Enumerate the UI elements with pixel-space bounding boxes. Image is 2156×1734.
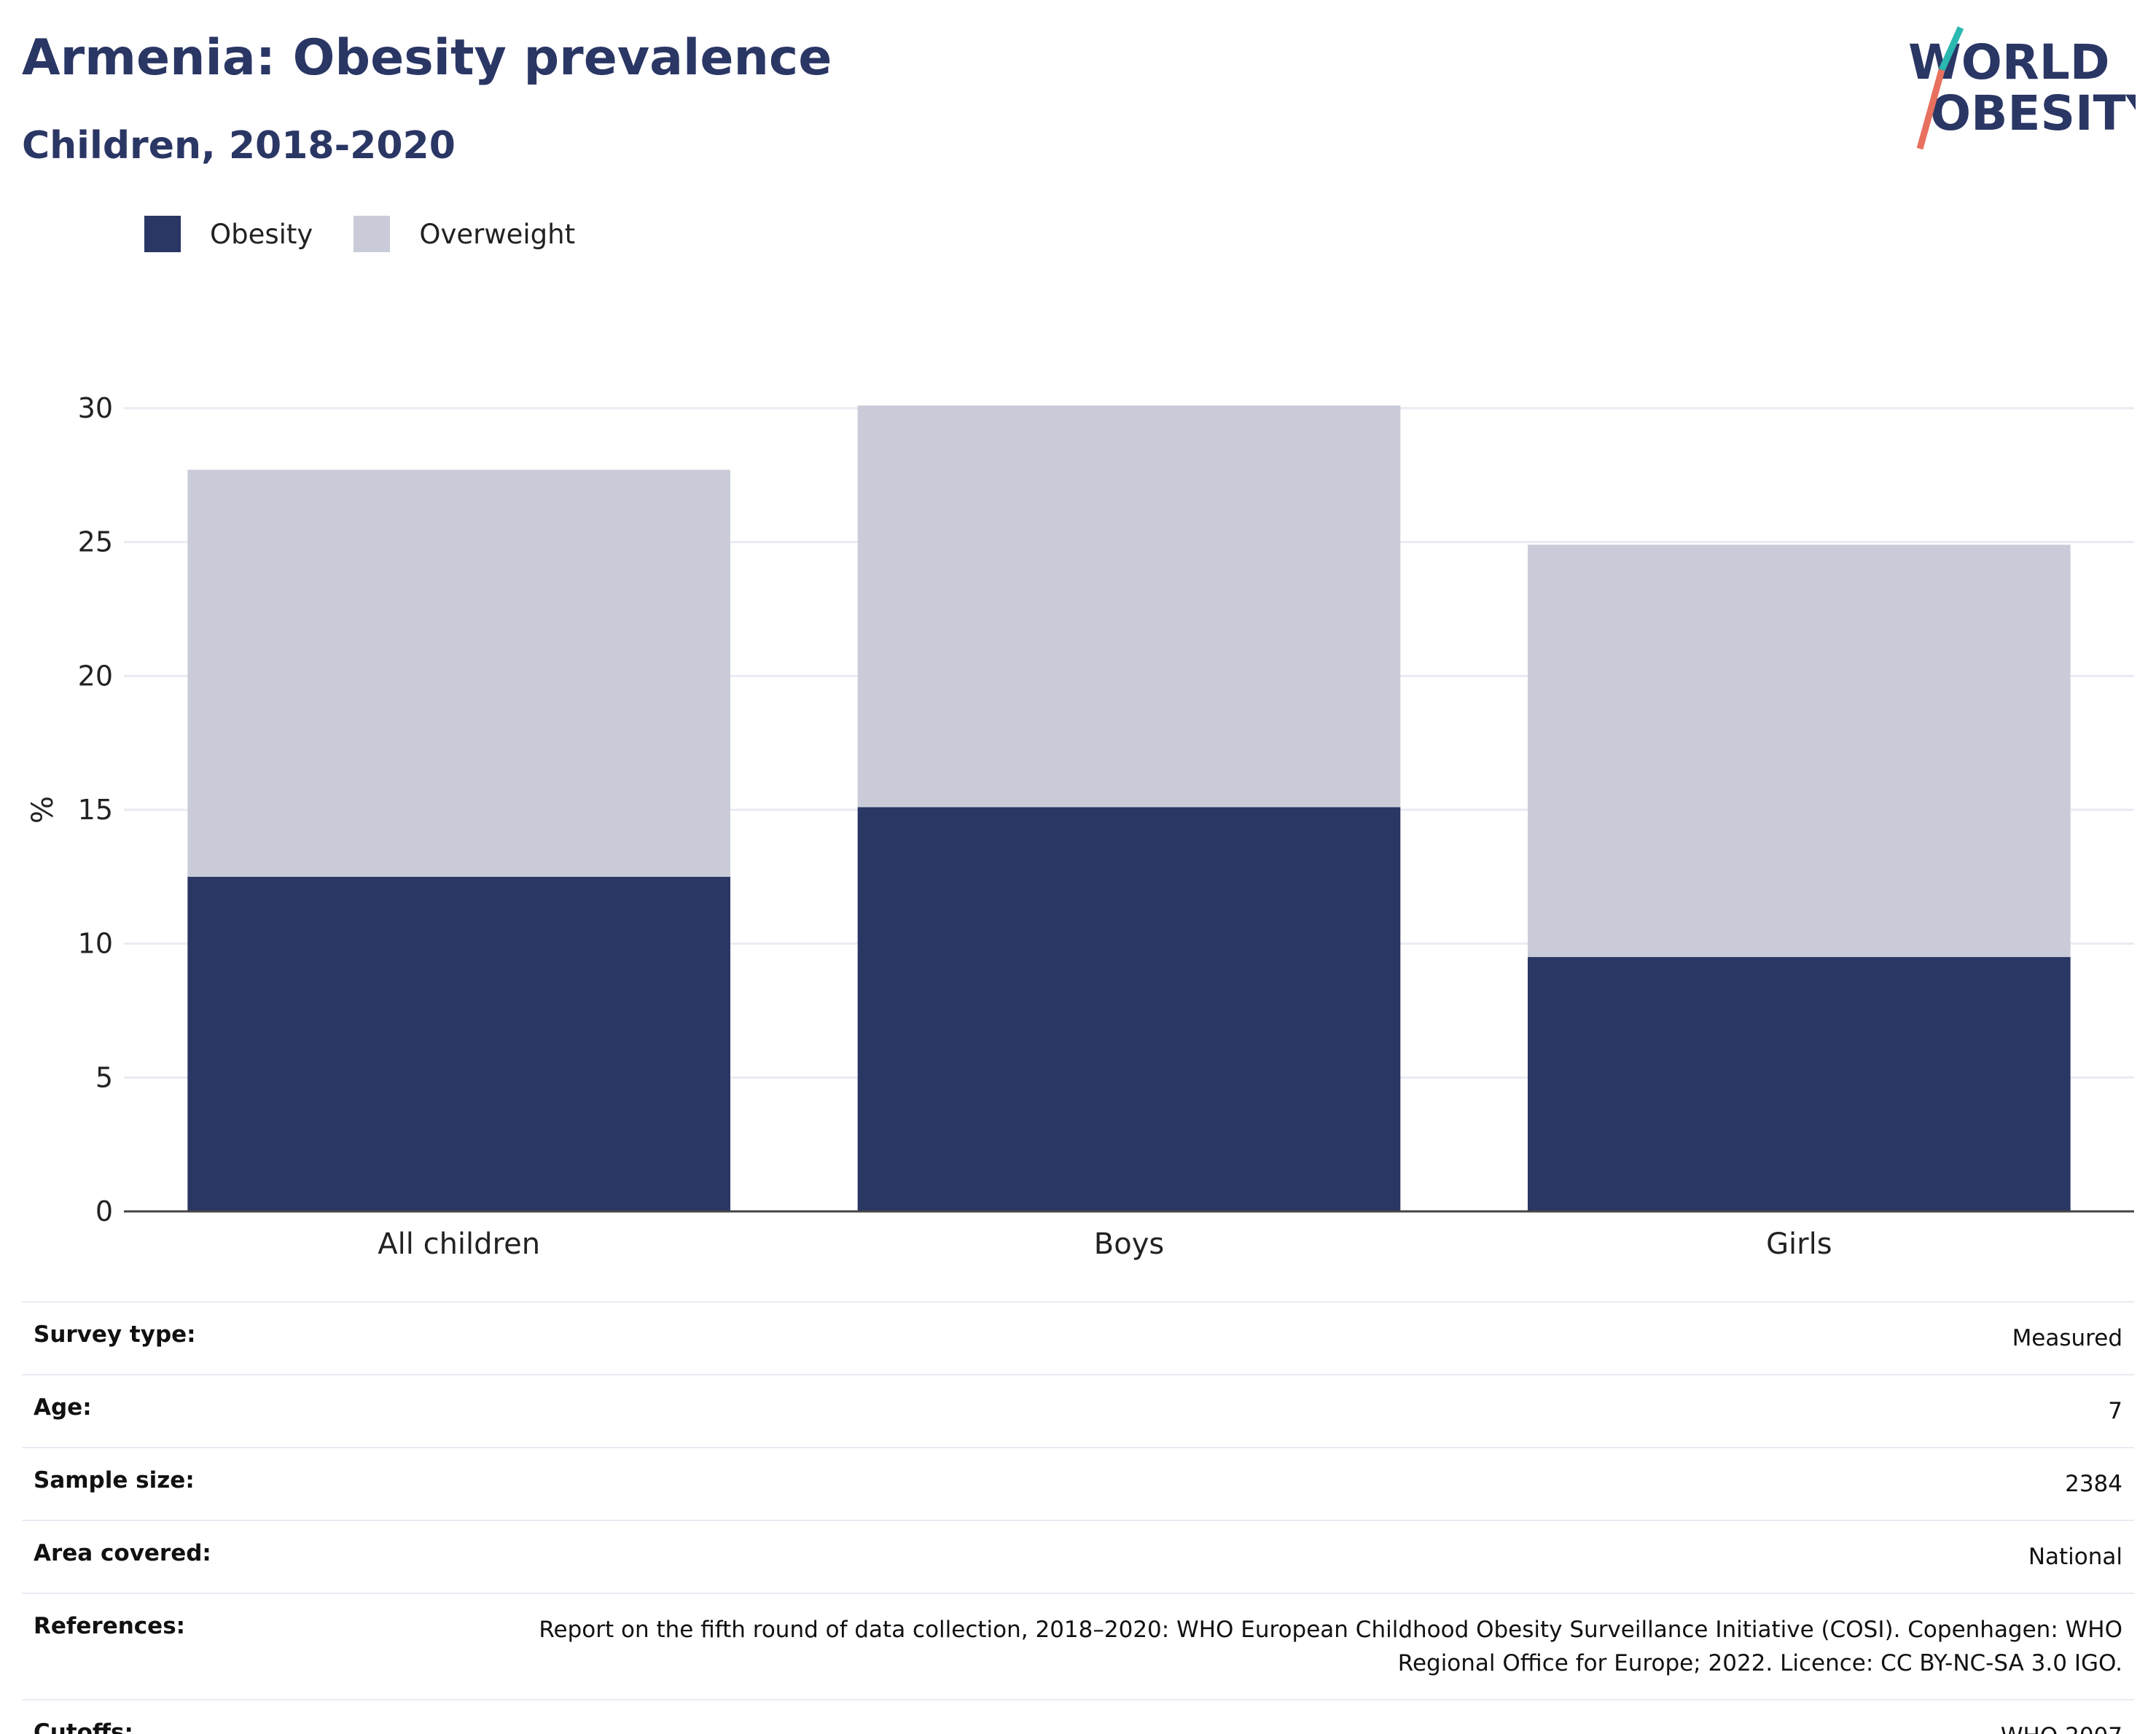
- y-tick-label: 25: [78, 526, 113, 558]
- info-value: Report on the fifth round of data collec…: [539, 1617, 2122, 1676]
- legend-swatch-obesity: [144, 216, 181, 252]
- info-value: Measured: [2012, 1325, 2122, 1351]
- x-tick-label: All children: [378, 1227, 540, 1261]
- x-tick-label: Girls: [1766, 1227, 1832, 1261]
- info-label: Survey type:: [34, 1321, 196, 1348]
- info-label: Area covered:: [34, 1540, 211, 1566]
- legend-label-overweight: Overweight: [419, 218, 576, 250]
- logo-line-2: OBESITY: [1930, 85, 2136, 141]
- y-tick-label: 30: [78, 392, 113, 424]
- x-tick-label: Boys: [1094, 1227, 1164, 1261]
- info-label: Age:: [34, 1394, 92, 1421]
- bar-obesity-girls: [1528, 957, 2071, 1211]
- y-axis-label: %: [26, 796, 60, 824]
- legend-swatch-overweight: [354, 216, 391, 252]
- info-label: References:: [34, 1613, 186, 1639]
- info-label: Sample size:: [34, 1467, 195, 1493]
- info-row-sample-size: Sample size: 2384: [22, 1447, 2134, 1520]
- bar-overweight-girls: [1528, 544, 2071, 958]
- y-tick-label: 5: [95, 1061, 113, 1093]
- bar-overweight-boys: [857, 405, 1401, 808]
- info-row-age: Age: 7: [22, 1374, 2134, 1447]
- survey-info-table: Survey type: Measured Age: 7 Sample size…: [22, 1301, 2134, 1734]
- stacked-bar-chart: 0 5 10 15 20 25 30% All children Boys Girls: [26, 392, 2134, 1261]
- y-tick-label: 15: [78, 794, 113, 826]
- bar-obesity-boys: [857, 807, 1401, 1211]
- info-value: 2384: [2065, 1471, 2122, 1497]
- info-value: National: [2028, 1544, 2122, 1570]
- chart-subtitle: Children, 2018-2020: [22, 124, 456, 168]
- chart-title: Armenia: Obesity prevalence: [22, 29, 832, 87]
- y-tick-label: 0: [95, 1195, 113, 1227]
- y-tick-label: 10: [78, 928, 113, 960]
- info-value: 7: [2108, 1398, 2122, 1424]
- legend-label-obesity: Obesity: [210, 218, 313, 250]
- info-value: WHO 2007: [2001, 1719, 2122, 1734]
- info-row-cutoffs: Cutoffs: WHO 2007: [22, 1699, 2134, 1734]
- info-label: Cutoffs:: [34, 1719, 133, 1734]
- bar-obesity-all-children: [187, 876, 730, 1211]
- info-row-survey-type: Survey type: Measured: [22, 1301, 2134, 1374]
- legend-item-obesity: Obesity: [144, 216, 313, 252]
- info-row-references: References: Report on the fifth round of…: [22, 1593, 2134, 1699]
- info-row-area-covered: Area covered: National: [22, 1520, 2134, 1593]
- legend-item-overweight: Overweight: [354, 216, 575, 252]
- chart-legend: Obesity Overweight: [144, 216, 616, 252]
- bar-overweight-all-children: [187, 469, 730, 877]
- y-tick-label: 20: [78, 660, 113, 692]
- world-obesity-logo: WORLD OBESITY: [1908, 26, 2136, 150]
